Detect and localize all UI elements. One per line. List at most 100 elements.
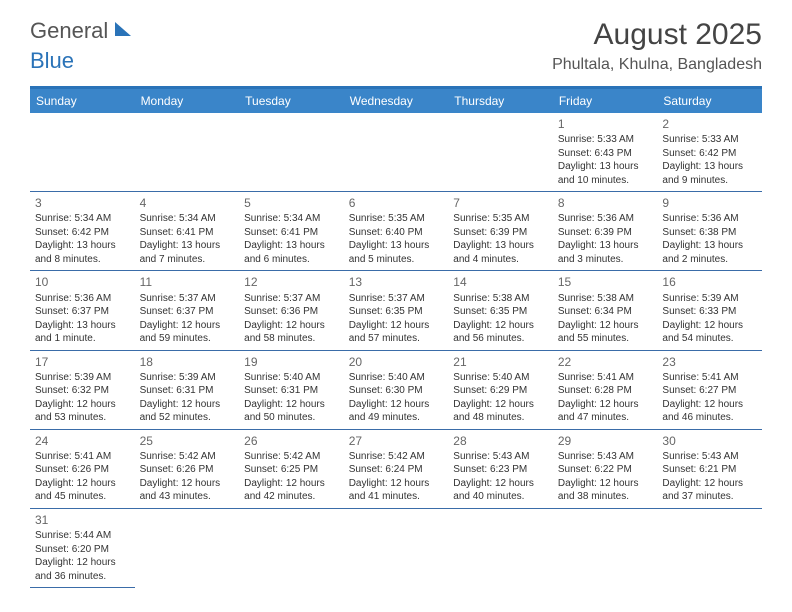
daylight-line-1: Daylight: 13 hours	[558, 239, 653, 253]
daylight-line-2: and 36 minutes.	[35, 570, 130, 584]
sunset-line: Sunset: 6:42 PM	[662, 147, 757, 161]
sunrise-line: Sunrise: 5:42 AM	[244, 450, 339, 464]
daylight-line-2: and 47 minutes.	[558, 411, 653, 425]
sunrise-line: Sunrise: 5:39 AM	[140, 371, 235, 385]
day-cell: 14Sunrise: 5:38 AMSunset: 6:35 PMDayligh…	[448, 271, 553, 350]
sunrise-line: Sunrise: 5:34 AM	[140, 212, 235, 226]
day-cell: 19Sunrise: 5:40 AMSunset: 6:31 PMDayligh…	[239, 351, 344, 430]
sunrise-line: Sunrise: 5:43 AM	[453, 450, 548, 464]
day-cell: 28Sunrise: 5:43 AMSunset: 6:23 PMDayligh…	[448, 430, 553, 509]
day-number: 9	[662, 195, 757, 211]
sunset-line: Sunset: 6:38 PM	[662, 226, 757, 240]
daylight-line-1: Daylight: 12 hours	[140, 398, 235, 412]
sunset-line: Sunset: 6:20 PM	[35, 543, 130, 557]
daylight-line-2: and 37 minutes.	[662, 490, 757, 504]
sunrise-line: Sunrise: 5:33 AM	[558, 133, 653, 147]
daylight-line-2: and 52 minutes.	[140, 411, 235, 425]
day-number: 14	[453, 274, 548, 290]
logo-text-1: General	[30, 18, 108, 44]
calendar-grid: 1Sunrise: 5:33 AMSunset: 6:43 PMDaylight…	[30, 113, 762, 588]
daylight-line-2: and 53 minutes.	[35, 411, 130, 425]
empty-cell	[239, 113, 344, 192]
sunrise-line: Sunrise: 5:37 AM	[244, 292, 339, 306]
day-cell: 3Sunrise: 5:34 AMSunset: 6:42 PMDaylight…	[30, 192, 135, 271]
day-cell: 20Sunrise: 5:40 AMSunset: 6:30 PMDayligh…	[344, 351, 449, 430]
sunrise-line: Sunrise: 5:38 AM	[558, 292, 653, 306]
daylight-line-1: Daylight: 12 hours	[453, 477, 548, 491]
day-number: 2	[662, 116, 757, 132]
page-title: August 2025	[552, 18, 762, 52]
location-subtitle: Phultala, Khulna, Bangladesh	[552, 56, 762, 74]
sunset-line: Sunset: 6:22 PM	[558, 463, 653, 477]
day-number: 26	[244, 433, 339, 449]
sunrise-line: Sunrise: 5:37 AM	[349, 292, 444, 306]
day-cell: 27Sunrise: 5:42 AMSunset: 6:24 PMDayligh…	[344, 430, 449, 509]
daylight-line-2: and 9 minutes.	[662, 174, 757, 188]
daylight-line-1: Daylight: 12 hours	[349, 319, 444, 333]
sunrise-line: Sunrise: 5:44 AM	[35, 529, 130, 543]
sunrise-line: Sunrise: 5:39 AM	[662, 292, 757, 306]
weekday-label: Saturday	[657, 89, 762, 113]
daylight-line-2: and 49 minutes.	[349, 411, 444, 425]
daylight-line-1: Daylight: 12 hours	[349, 398, 444, 412]
day-number: 29	[558, 433, 653, 449]
daylight-line-1: Daylight: 13 hours	[558, 160, 653, 174]
daylight-line-2: and 5 minutes.	[349, 253, 444, 267]
sunset-line: Sunset: 6:24 PM	[349, 463, 444, 477]
day-number: 24	[35, 433, 130, 449]
daylight-line-1: Daylight: 13 hours	[662, 239, 757, 253]
daylight-line-1: Daylight: 13 hours	[349, 239, 444, 253]
sunset-line: Sunset: 6:33 PM	[662, 305, 757, 319]
sunrise-line: Sunrise: 5:42 AM	[140, 450, 235, 464]
weekday-label: Thursday	[448, 89, 553, 113]
empty-cell	[135, 113, 240, 192]
sunset-line: Sunset: 6:26 PM	[140, 463, 235, 477]
day-number: 1	[558, 116, 653, 132]
sunset-line: Sunset: 6:43 PM	[558, 147, 653, 161]
sunrise-line: Sunrise: 5:36 AM	[35, 292, 130, 306]
daylight-line-2: and 55 minutes.	[558, 332, 653, 346]
sunset-line: Sunset: 6:32 PM	[35, 384, 130, 398]
day-number: 18	[140, 354, 235, 370]
day-number: 6	[349, 195, 444, 211]
day-cell: 30Sunrise: 5:43 AMSunset: 6:21 PMDayligh…	[657, 430, 762, 509]
daylight-line-2: and 41 minutes.	[349, 490, 444, 504]
daylight-line-2: and 48 minutes.	[453, 411, 548, 425]
daylight-line-1: Daylight: 13 hours	[140, 239, 235, 253]
sunset-line: Sunset: 6:28 PM	[558, 384, 653, 398]
sunrise-line: Sunrise: 5:41 AM	[558, 371, 653, 385]
day-number: 4	[140, 195, 235, 211]
daylight-line-1: Daylight: 12 hours	[558, 477, 653, 491]
day-number: 3	[35, 195, 130, 211]
weekday-label: Tuesday	[239, 89, 344, 113]
day-cell: 17Sunrise: 5:39 AMSunset: 6:32 PMDayligh…	[30, 351, 135, 430]
day-cell: 7Sunrise: 5:35 AMSunset: 6:39 PMDaylight…	[448, 192, 553, 271]
logo: General	[30, 18, 137, 44]
daylight-line-1: Daylight: 12 hours	[244, 398, 339, 412]
daylight-line-2: and 2 minutes.	[662, 253, 757, 267]
sunrise-line: Sunrise: 5:35 AM	[349, 212, 444, 226]
daylight-line-1: Daylight: 12 hours	[35, 556, 130, 570]
daylight-line-2: and 42 minutes.	[244, 490, 339, 504]
daylight-line-2: and 59 minutes.	[140, 332, 235, 346]
sunrise-line: Sunrise: 5:34 AM	[244, 212, 339, 226]
sunset-line: Sunset: 6:21 PM	[662, 463, 757, 477]
sunset-line: Sunset: 6:29 PM	[453, 384, 548, 398]
sunrise-line: Sunrise: 5:35 AM	[453, 212, 548, 226]
sunset-line: Sunset: 6:31 PM	[244, 384, 339, 398]
daylight-line-1: Daylight: 12 hours	[140, 319, 235, 333]
day-number: 13	[349, 274, 444, 290]
header: General August 2025 Phultala, Khulna, Ba…	[0, 0, 792, 82]
daylight-line-2: and 4 minutes.	[453, 253, 548, 267]
calendar: SundayMondayTuesdayWednesdayThursdayFrid…	[30, 86, 762, 588]
sunset-line: Sunset: 6:34 PM	[558, 305, 653, 319]
daylight-line-1: Daylight: 12 hours	[662, 319, 757, 333]
daylight-line-2: and 10 minutes.	[558, 174, 653, 188]
daylight-line-1: Daylight: 12 hours	[349, 477, 444, 491]
day-number: 20	[349, 354, 444, 370]
sunrise-line: Sunrise: 5:40 AM	[453, 371, 548, 385]
daylight-line-1: Daylight: 12 hours	[453, 398, 548, 412]
sunset-line: Sunset: 6:41 PM	[244, 226, 339, 240]
title-block: August 2025 Phultala, Khulna, Bangladesh	[552, 18, 762, 74]
day-number: 21	[453, 354, 548, 370]
